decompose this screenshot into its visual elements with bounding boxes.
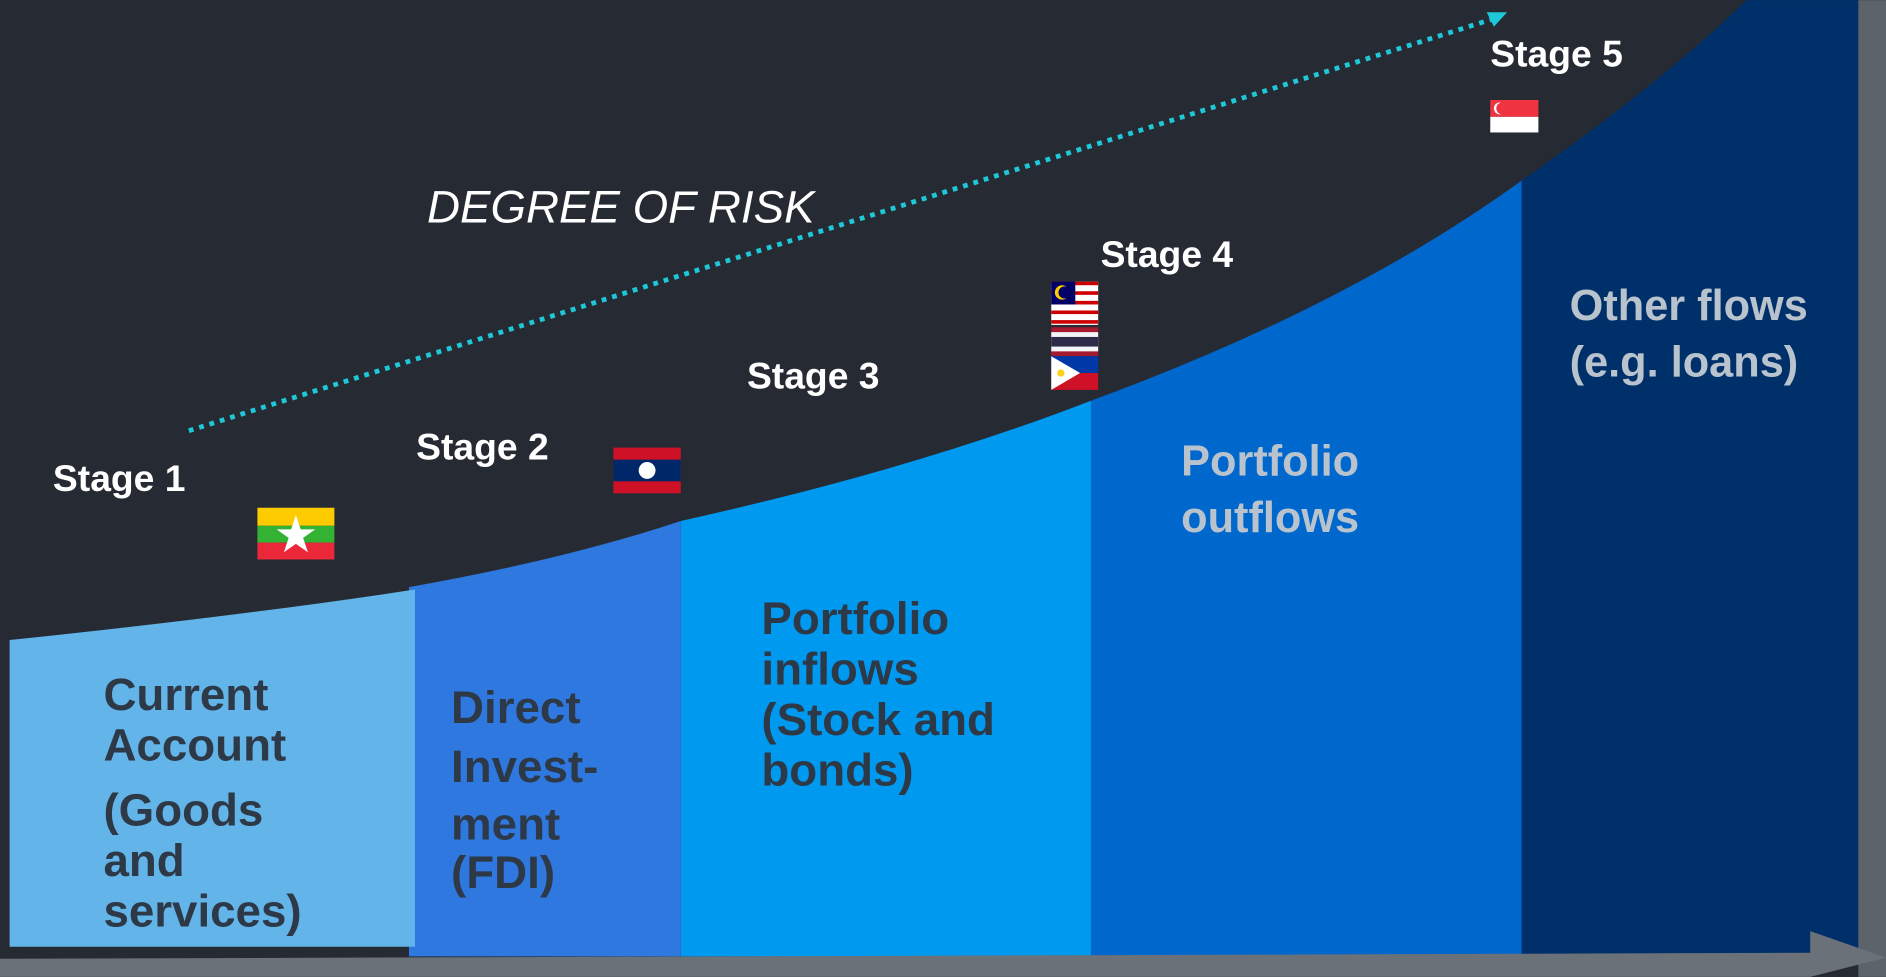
flow-label: services) bbox=[103, 885, 301, 936]
flow-label: Other flows bbox=[1570, 282, 1808, 330]
region-3 bbox=[680, 400, 1091, 957]
flag-laos bbox=[613, 447, 681, 494]
flow-label: inflows bbox=[761, 644, 918, 695]
flow-label: (Goods bbox=[103, 784, 263, 835]
flow-label: ment bbox=[451, 799, 560, 850]
flag-malaysia bbox=[1051, 281, 1099, 325]
risk-label: DEGREE OF RISK bbox=[427, 182, 817, 233]
region-1 bbox=[9, 589, 415, 947]
flow-label: outflows bbox=[1181, 494, 1359, 542]
flow-label: Portfolio bbox=[1181, 437, 1359, 485]
flag-myanmar bbox=[257, 507, 335, 560]
risk-arrow bbox=[188, 17, 1493, 434]
flow-label: and bbox=[103, 835, 184, 886]
region-5 bbox=[1521, 0, 1859, 957]
flow-label: (e.g. loans) bbox=[1570, 339, 1799, 387]
flow-label: Account bbox=[103, 719, 286, 770]
risk-arrowhead bbox=[1486, 12, 1508, 27]
flow-label: Direct bbox=[451, 682, 581, 733]
flow-label: bonds) bbox=[761, 745, 913, 796]
right-edge bbox=[1858, 0, 1886, 977]
flag-thailand bbox=[1051, 327, 1099, 357]
region-4 bbox=[1090, 180, 1522, 957]
flag-philippines bbox=[1051, 356, 1099, 390]
flow-label: (FDI) bbox=[451, 847, 555, 898]
flag-singapore bbox=[1490, 99, 1539, 133]
stage-label: Stage 5 bbox=[1490, 32, 1623, 74]
stage-label: Stage 4 bbox=[1101, 233, 1234, 275]
stage-label: Stage 2 bbox=[416, 426, 549, 468]
stage-label: Stage 3 bbox=[747, 355, 880, 397]
flow-label: Current bbox=[103, 669, 268, 720]
flow-label: (Stock and bbox=[761, 694, 995, 745]
flow-label: Portfolio bbox=[761, 593, 949, 644]
x-arrow bbox=[0, 931, 1886, 977]
flow-label: Invest- bbox=[451, 741, 598, 792]
stage-label: Stage 1 bbox=[53, 457, 186, 499]
region-2 bbox=[408, 520, 681, 957]
